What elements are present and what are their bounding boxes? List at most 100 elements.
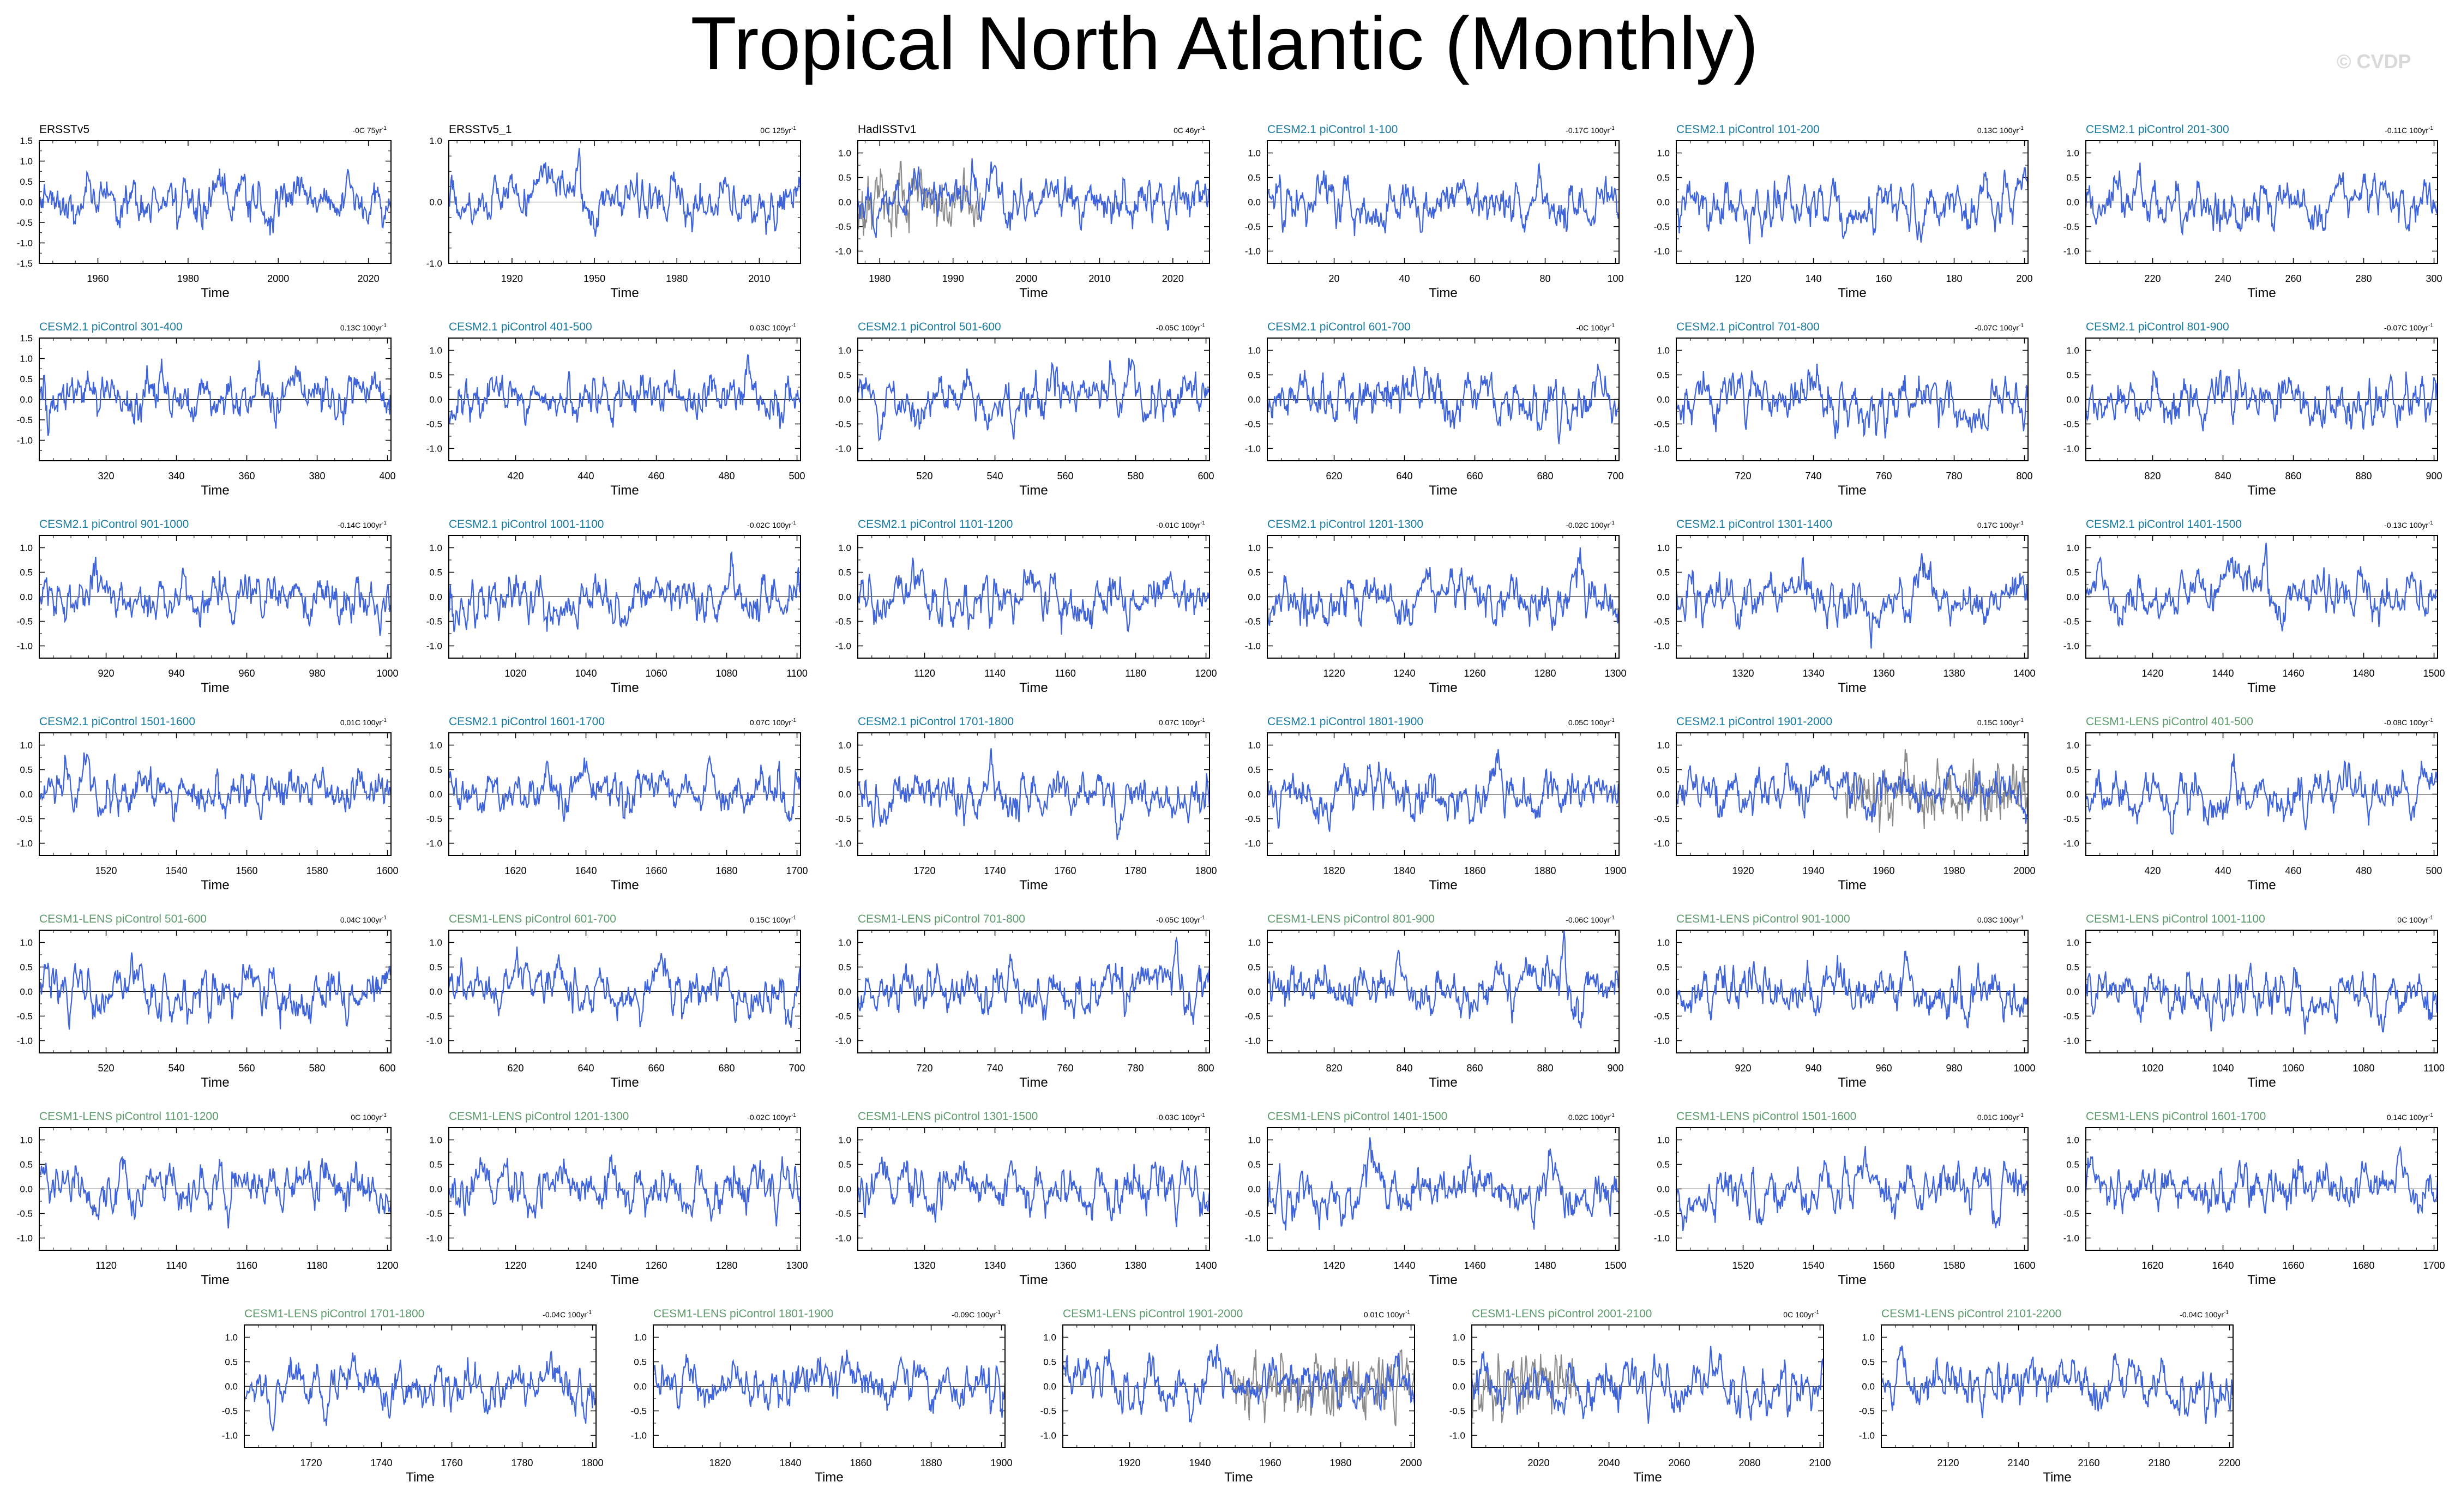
y-tick-label: 1.0 [838,346,851,356]
x-axis-label: Time [2247,286,2276,300]
y-tick-label: -1.0 [835,839,851,849]
y-tick-label: -0.5 [17,218,33,228]
y-tick-label: 1.0 [1657,740,1670,751]
chart-panel: CESM1-LENS piControl 1301-1500 -0.03C 100… [835,1110,1217,1287]
panel-title: CESM1-LENS piControl 801-900 [1267,913,1435,925]
trend-exponent: -1 [791,718,796,724]
y-tick-label: 0.5 [20,765,33,775]
trend-label: -0.09C 100yr-1 [952,1310,1001,1319]
y-tick-label: -0.5 [835,617,851,627]
x-tick-label: 1840 [1394,865,1416,876]
chart-panel: CESM1-LENS piControl 1201-1300 -0.02C 100… [426,1110,808,1287]
y-tick-label: -1.0 [1245,1036,1261,1046]
y-tick-label: 0.0 [20,592,33,603]
y-tick-label: 0.0 [1248,790,1261,800]
y-tick-label: 0.0 [225,1382,238,1392]
y-tick-label: -0.5 [426,814,442,824]
y-tick-label: 1.0 [1043,1333,1056,1343]
y-tick-label: -0.5 [2063,222,2079,232]
x-tick-label: 120 [1735,273,1752,284]
trend-exponent: -1 [2019,520,2024,526]
y-tick-label: 1.0 [1657,938,1670,948]
panel-title: CESM1-LENS piControl 1401-1500 [1267,1110,1447,1123]
x-tick-label: 1300 [1605,668,1627,679]
x-tick-label: 20 [1329,273,1340,284]
panel-title: CESM1-LENS piControl 1301-1500 [858,1110,1038,1123]
x-tick-label: 1240 [575,1260,597,1271]
y-tick-label: 1.0 [429,740,442,751]
trend-exponent: -1 [1200,520,1205,526]
x-tick-label: 1020 [505,668,527,679]
y-tick-label: -0.5 [1654,222,1670,232]
y-tick-label: -1.0 [2063,246,2079,257]
series-line [1882,1345,2233,1424]
y-tick-label: -1.0 [17,238,33,249]
trend-exponent: -1 [1610,520,1615,526]
x-tick-label: 1880 [920,1457,942,1468]
series-line [2086,162,2437,236]
y-tick-label: -1.0 [835,246,851,257]
x-tick-label: 440 [2215,865,2231,876]
trend-label: 0.01C 100yr-1 [1364,1310,1411,1319]
x-axis-label: Time [1838,286,1866,300]
trend-label: 0.13C 100yr-1 [340,323,387,332]
panel-title: CESM2.1 piControl 1501-1600 [39,715,195,728]
x-tick-label: 640 [578,1063,594,1074]
series-line [858,936,1209,1025]
x-axis-label: Time [201,878,229,893]
y-tick-label: 0.5 [2066,568,2079,578]
panel-title: CESM1-LENS piControl 701-800 [858,913,1025,925]
x-tick-label: 1720 [914,865,936,876]
y-tick-label: 0.0 [838,395,851,405]
y-tick-label: -1.0 [426,1233,442,1244]
y-tick-label: 0.0 [838,987,851,997]
trend-label: -0.02C 100yr-1 [747,1112,796,1122]
chart-panel: CESM1-LENS piControl 2001-2100 0C 100yr-1… [1449,1308,1831,1485]
trend-label: 0.03C 100yr-1 [750,323,797,332]
y-tick-label: 0.0 [1657,987,1670,997]
y-tick-label: 0.0 [838,197,851,208]
trend-exponent: -1 [2019,718,2024,724]
y-tick-label: 1.0 [20,740,33,751]
x-tick-label: 400 [380,471,396,481]
x-tick-label: 2160 [2078,1457,2100,1468]
trend-label: 0C 46yr-1 [1174,125,1205,135]
y-tick-label: 0.0 [20,395,33,405]
trend-label: 0.02C 100yr-1 [1568,1112,1615,1122]
x-tick-label: 1860 [850,1457,872,1468]
panel-title: CESM1-LENS piControl 901-1000 [1676,913,1850,925]
chart-panel: CESM1-LENS piControl 2101-2200 -0.04C 100… [1859,1308,2241,1485]
chart-panel: CESM2.1 piControl 701-800 -0.07C 100yr-1-… [1654,321,2033,498]
x-axis-label: Time [1019,286,1048,300]
x-tick-label: 1540 [1803,1260,1825,1271]
x-axis-label: Time [201,680,229,695]
x-tick-label: 1380 [1943,668,1965,679]
x-tick-label: 1980 [666,273,688,284]
series-line [40,952,390,1030]
y-tick-label: 0.0 [2066,1184,2079,1195]
y-tick-label: -1.0 [1654,839,1670,849]
x-tick-label: 720 [917,1063,933,1074]
x-tick-label: 1080 [716,668,738,679]
panel-title: CESM2.1 piControl 1301-1400 [1676,518,1832,531]
y-tick-label: 1.0 [1452,1333,1465,1343]
series-line [40,1155,390,1228]
trend-label: 0.05C 100yr-1 [1568,718,1615,727]
x-tick-label: 2180 [2149,1457,2170,1468]
x-tick-label: 1020 [2142,1063,2164,1074]
x-tick-label: 2100 [1809,1457,1831,1468]
y-tick-label: 1.0 [20,938,33,948]
trend-exponent: -1 [2428,1112,2433,1118]
panel-title: CESM2.1 piControl 1201-1300 [1267,518,1423,531]
x-axis-label: Time [1019,878,1048,893]
y-tick-label: 0.5 [2066,1160,2079,1170]
y-tick-label: 0.5 [429,962,442,973]
x-tick-label: 1540 [166,865,188,876]
chart-panel: CESM1-LENS piControl 1701-1800 -0.04C 100… [222,1308,604,1485]
panel-title: CESM2.1 piControl 1401-1500 [2086,518,2242,531]
y-tick-label: -0.5 [17,814,33,824]
trend-exponent: -1 [382,323,387,329]
x-axis-label: Time [1429,1075,1457,1090]
y-tick-label: 0.5 [1452,1357,1465,1368]
x-tick-label: 1200 [1195,668,1217,679]
